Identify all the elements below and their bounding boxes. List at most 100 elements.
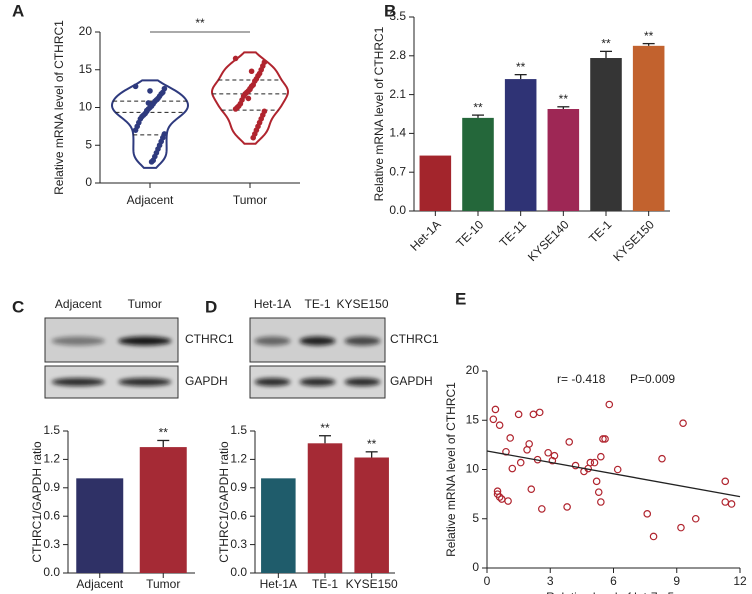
y-tick-label: 15 [466,412,480,426]
data-point [592,477,601,486]
y-axis-label: CTHRC1/GAPDH ratio [217,441,231,563]
y-tick-label: 10 [466,462,480,476]
data-point [132,127,139,133]
data-point [514,410,523,419]
blot-row-label: GAPDH [185,374,228,388]
x-tick-label: KYSE150 [610,217,657,264]
significance: ** [195,16,205,30]
bar [307,443,343,573]
panel-label: D [205,297,217,316]
bar [462,117,494,211]
trend-line [486,450,741,498]
blot-band [299,336,336,346]
y-tick-label: 0.6 [43,508,60,522]
data-point [590,458,599,467]
data-point [232,106,239,112]
violin [210,51,290,145]
data-point [677,523,685,532]
blot-band [51,378,105,386]
y-tick-label: 0.0 [43,565,60,579]
blot-band [344,378,381,386]
data-point [691,514,700,523]
significance: ** [473,100,483,114]
data-point [597,498,605,506]
lane-label: KYSE150 [336,297,388,311]
x-tick-label: KYSE140 [525,217,572,264]
data-point [144,107,150,114]
y-tick-label: 0.6 [230,508,247,522]
y-tick-label: 0.3 [230,537,247,551]
lane-label: Tumor [128,297,162,311]
x-tick-label: Tumor [146,577,180,591]
data-point [250,134,256,141]
data-point [643,510,652,518]
data-point [491,405,500,414]
data-point [132,83,139,90]
blot-band [344,336,381,346]
y-tick-label: 1.2 [230,452,247,466]
y-axis-label: Relative mRNA level of CTHRC1 [444,382,458,557]
data-point [563,503,571,511]
x-tick-label: 6 [610,574,617,588]
y-tick-label: 1.5 [43,423,60,437]
bar [632,45,665,211]
data-point [597,452,605,461]
y-tick-label: 2.8 [389,48,406,62]
blot-row-label: CTHRC1 [185,332,234,346]
data-point [245,95,252,102]
x-tick-label: 9 [673,574,680,588]
data-point [565,438,574,446]
y-tick-label: 20 [79,24,93,38]
x-axis-label: Relative level of let-7c-5p [546,590,681,594]
data-point [527,485,536,494]
blot-band [118,378,172,386]
bar [504,79,537,211]
bar [76,478,124,573]
significance: ** [367,437,377,451]
x-tick-label: TE-10 [453,217,486,250]
lane-label: Adjacent [55,297,102,311]
data-point [145,100,152,106]
data-point [529,410,538,419]
y-tick-label: 0 [472,560,479,574]
data-point [516,458,525,467]
significance: ** [516,60,526,74]
y-tick-label: 15 [79,62,93,76]
data-point [721,498,730,506]
data-point [147,88,153,94]
bar [419,155,452,211]
panel-label: B [384,1,396,20]
data-point [544,448,552,457]
significance: ** [320,421,330,435]
lane-label: TE-1 [304,297,330,311]
y-tick-label: 10 [79,100,93,114]
significance: ** [601,37,611,51]
x-tick-label: Adjacent [127,193,174,207]
significance: ** [159,426,169,440]
data-point [495,421,504,429]
y-tick-label: 0.3 [43,537,60,551]
x-tick-label: 0 [484,574,491,588]
bar [547,109,580,211]
y-tick-label: 1.5 [230,423,247,437]
bar [261,478,296,573]
y-tick-label: 1.4 [389,126,406,140]
y-tick-label: 0 [85,175,92,189]
blot-band [299,378,336,386]
data-point [493,487,502,495]
data-point [550,451,559,460]
blot-band [51,336,105,346]
x-tick-label: 12 [733,574,747,588]
x-tick-label: Tumor [233,193,267,207]
data-point [548,456,557,465]
blot-band [254,378,291,386]
y-tick-label: 5 [472,511,479,525]
x-tick-label: Adjacent [76,577,123,591]
data-point [489,415,498,424]
y-tick-label: 0.0 [389,203,406,217]
data-point [506,434,514,442]
data-point [538,505,546,513]
bar [590,58,622,211]
blot-row-label: CTHRC1 [390,332,439,346]
